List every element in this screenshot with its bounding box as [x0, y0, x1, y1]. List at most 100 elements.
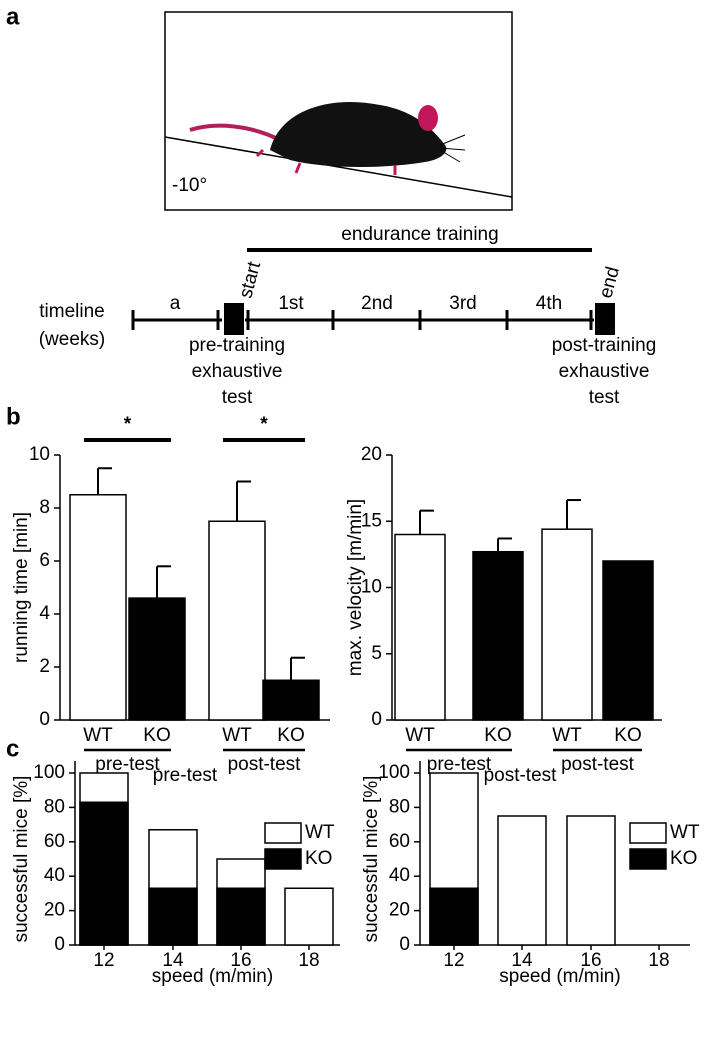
group-label: post-test	[228, 754, 302, 775]
x-axis-label: speed (m/min)	[152, 966, 273, 987]
bar	[216, 887, 266, 946]
x-tick-label: 14	[511, 950, 533, 971]
y-tick-label: 0	[371, 709, 382, 730]
bar	[566, 815, 616, 946]
y-axis-label: successful mice [%]	[361, 776, 382, 943]
x-tick-label: WT	[552, 725, 582, 746]
legend-swatch	[264, 822, 302, 844]
test-label: exhaustive	[192, 361, 283, 382]
y-tick-label: 60	[389, 831, 410, 852]
step-label: 3rd	[449, 293, 476, 314]
y-tick-label: 4	[39, 603, 50, 624]
chart-title: post-test	[484, 765, 558, 786]
x-tick-label: WT	[405, 725, 435, 746]
panel-label: b	[6, 403, 21, 430]
y-tick-label: 40	[389, 865, 410, 886]
bar	[208, 520, 266, 721]
x-tick-label: WT	[222, 725, 252, 746]
step-label: end	[595, 265, 623, 301]
bar	[284, 887, 334, 946]
y-tick-label: 20	[44, 900, 65, 921]
step-label: 4th	[536, 293, 562, 314]
step-label: start	[235, 259, 265, 301]
treadmill-illustration	[164, 11, 513, 211]
y-tick-label: 15	[361, 510, 382, 531]
timeline-label: timeline	[39, 301, 104, 322]
y-tick-label: 0	[399, 934, 410, 955]
x-tick-label: 16	[230, 950, 251, 971]
bar	[148, 887, 198, 946]
timeline	[131, 303, 615, 335]
panel-label: a	[6, 3, 20, 30]
group-label: pre-test	[95, 754, 160, 775]
legend-swatch	[629, 848, 667, 870]
legend-label: KO	[670, 848, 697, 869]
y-tick-label: 80	[44, 796, 65, 817]
bar	[429, 887, 479, 946]
bar	[394, 533, 446, 721]
bar	[128, 597, 186, 721]
panel-label: c	[6, 735, 19, 762]
y-tick-label: 100	[33, 762, 65, 783]
y-tick-label: 8	[39, 497, 50, 518]
test-label: post-training	[552, 335, 657, 356]
significance-mark: *	[124, 414, 132, 435]
step-label: a	[170, 293, 181, 314]
y-axis-label: max. velocity [m/min]	[345, 499, 366, 676]
x-tick-label: KO	[484, 725, 511, 746]
x-tick-label: 18	[298, 950, 319, 971]
y-tick-label: 100	[378, 762, 410, 783]
bar	[472, 550, 524, 721]
y-axis-label: successful mice [%]	[11, 776, 32, 943]
bar	[79, 801, 129, 946]
bar	[602, 560, 654, 721]
x-tick-label: 14	[162, 950, 184, 971]
y-tick-label: 20	[389, 900, 410, 921]
significance-mark: *	[260, 414, 268, 435]
y-tick-label: 10	[361, 577, 382, 598]
legend-swatch	[264, 848, 302, 870]
group-label: pre-test	[427, 754, 492, 775]
step-label: 1st	[278, 293, 304, 314]
timeline-label: (weeks)	[39, 329, 106, 350]
x-tick-label: 12	[93, 950, 114, 971]
y-tick-label: 6	[39, 550, 50, 571]
y-tick-label: 10	[29, 444, 50, 465]
test-label: test	[589, 387, 620, 408]
y-tick-label: 0	[39, 709, 50, 730]
bar	[69, 494, 127, 721]
slope-label: -10°	[172, 175, 207, 196]
legend-label: WT	[670, 822, 700, 843]
bar	[541, 528, 593, 721]
x-tick-label: 18	[648, 950, 669, 971]
y-tick-label: 0	[54, 934, 65, 955]
step-label: 2nd	[361, 293, 393, 314]
x-tick-label: KO	[143, 725, 170, 746]
y-axis-label: running time [min]	[11, 512, 32, 663]
legend-label: WT	[305, 822, 335, 843]
test-label: pre-training	[189, 335, 285, 356]
test-label: exhaustive	[559, 361, 650, 382]
x-tick-label: 16	[580, 950, 601, 971]
x-tick-label: KO	[277, 725, 304, 746]
y-tick-label: 80	[389, 796, 410, 817]
y-tick-label: 40	[44, 865, 65, 886]
bar	[497, 815, 547, 946]
chart-title: pre-test	[153, 765, 218, 786]
legend-label: KO	[305, 848, 332, 869]
legend-swatch	[629, 822, 667, 844]
x-tick-label: 12	[443, 950, 464, 971]
y-tick-label: 60	[44, 831, 65, 852]
x-tick-label: WT	[83, 725, 113, 746]
y-tick-label: 5	[371, 643, 382, 664]
bracket-label: endurance training	[341, 224, 498, 245]
y-tick-label: 20	[361, 444, 382, 465]
x-axis-label: speed (m/min)	[499, 966, 620, 987]
bar	[262, 679, 320, 721]
test-label: test	[222, 387, 253, 408]
y-tick-label: 2	[39, 656, 50, 677]
group-label: post-test	[561, 754, 635, 775]
x-tick-label: KO	[614, 725, 641, 746]
